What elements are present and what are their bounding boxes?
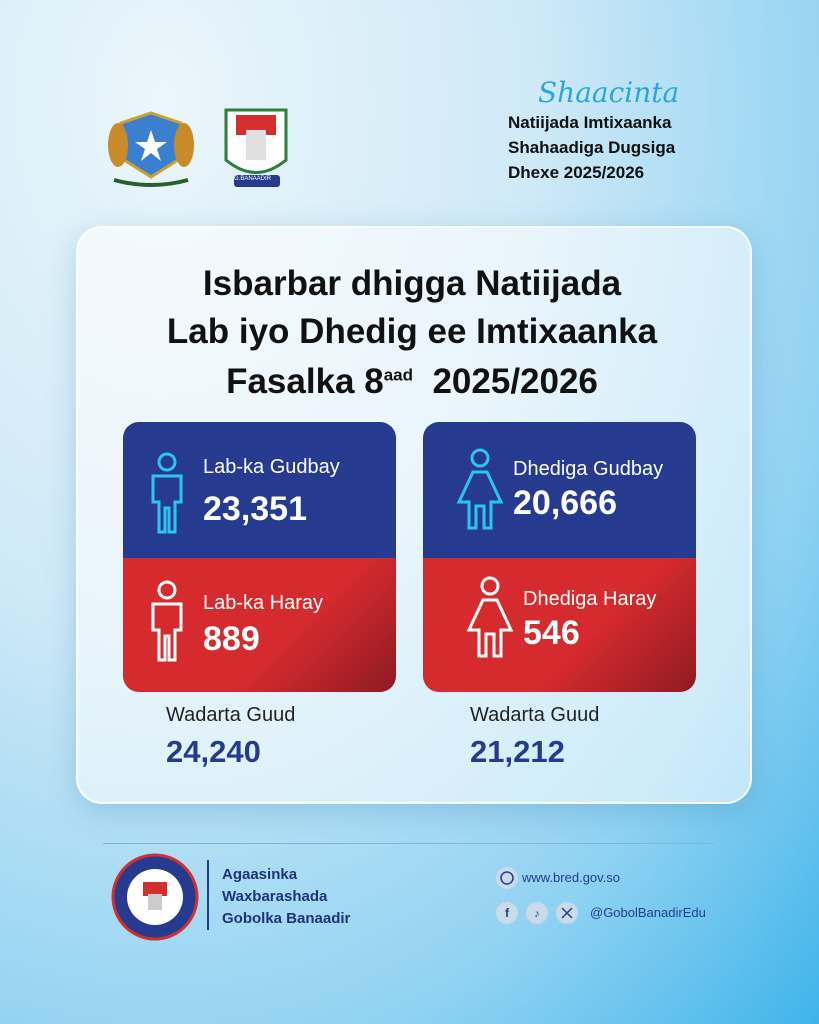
social-icons: f ♪ — [496, 867, 578, 924]
male-icon — [151, 452, 183, 534]
svg-text:f: f — [505, 906, 510, 920]
female-icon — [466, 576, 514, 658]
title-line: Isbarbar dhigga Natiijada — [202, 264, 622, 303]
header-line: Natiijada Imtixaanka — [508, 113, 672, 132]
org-name: Agaasinka Waxbarashada Gobolka Banaadir — [222, 864, 350, 930]
failed-label: Dhediga Haray — [523, 588, 657, 610]
passed-value: 23,351 — [203, 490, 307, 528]
header-text: Natiijada Imtixaanka Shahaadiga Dugsiga … — [508, 110, 707, 185]
failed-block: Dhediga Haray 546 — [423, 558, 696, 692]
failed-value: 546 — [523, 614, 580, 652]
org-line: Gobolka Banaadir — [222, 910, 351, 927]
total-label: Wadarta Guud — [166, 704, 296, 726]
female-icon — [456, 448, 504, 530]
passed-block: Dhediga Gudbay 20,666 — [423, 422, 696, 558]
male-icon — [151, 580, 183, 662]
header-line: Shahaadiga Dugsiga — [508, 138, 676, 157]
org-line: Agaasinka — [222, 866, 298, 883]
total-label: Wadarta Guud — [470, 704, 600, 726]
title-grade: Fasalka 8 — [226, 362, 384, 401]
passed-block: Lab-ka Gudbay 23,351 — [123, 422, 396, 558]
title-line: Lab iyo Dhedig ee Imtixaanka — [166, 312, 658, 351]
passed-value: 20,666 — [513, 484, 617, 522]
separator — [207, 860, 209, 930]
title-line: Fasalka 8aad 2025/2026 — [76, 362, 748, 402]
script-word: Shaacinta — [538, 76, 680, 109]
failed-label: Lab-ka Haray — [203, 592, 324, 614]
website[interactable]: www.bred.gov.so — [522, 870, 621, 885]
female-card: Dhediga Gudbay 20,666 Dhediga Haray 546 — [423, 422, 696, 692]
passed-label: Dhediga Gudbay — [513, 458, 664, 480]
svg-text:♪: ♪ — [534, 908, 540, 920]
total-value: 24,240 — [166, 734, 261, 769]
passed-label: Lab-ka Gudbay — [203, 456, 340, 478]
logos — [108, 108, 288, 187]
logo-label: G.BANAADIR — [234, 176, 272, 182]
failed-value: 889 — [203, 620, 260, 658]
title-year: 2025/2026 — [432, 362, 598, 401]
header-line: Dhexe 2025/2026 — [508, 163, 645, 182]
org-logo — [111, 853, 199, 941]
total-value: 21,212 — [470, 734, 565, 769]
male-card: Lab-ka Gudbay 23,351 Lab-ka Haray 889 — [123, 422, 396, 692]
title-superscript: aad — [383, 365, 413, 385]
social-handle[interactable]: @GobolBanadirEdu — [590, 905, 706, 920]
divider — [103, 843, 715, 844]
failed-block: Lab-ka Haray 889 — [123, 558, 396, 692]
org-line: Waxbarashada — [222, 888, 328, 905]
